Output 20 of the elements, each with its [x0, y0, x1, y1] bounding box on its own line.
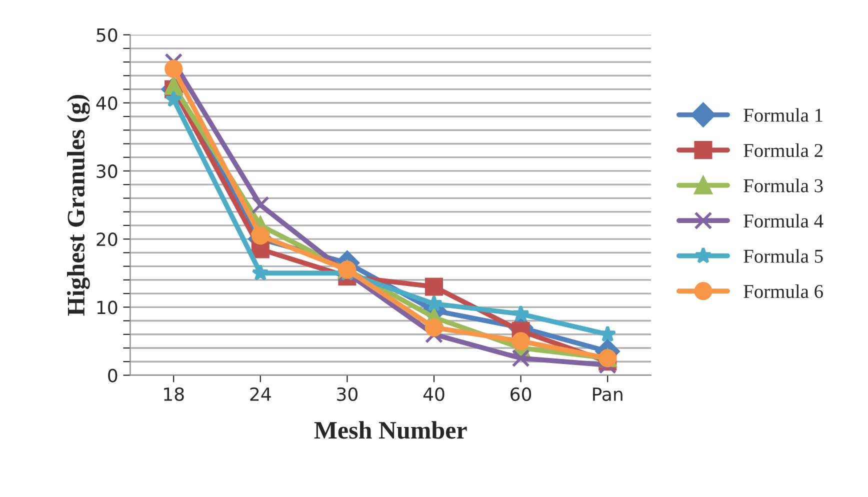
y-tick-label: 10	[97, 300, 118, 314]
x-tick-label: 30	[337, 387, 358, 402]
y-tick-label: 0	[108, 368, 118, 382]
x-tick-label: 40	[423, 387, 444, 402]
legend-label: Formula 2	[744, 143, 822, 158]
y-tick-label: 50	[96, 28, 118, 42]
legend-label: Formula 1	[744, 108, 822, 122]
y-tick-label: 40	[96, 96, 118, 110]
x-axis-title: Mesh Number	[314, 421, 467, 439]
y-tick-label: 20	[96, 232, 118, 246]
legend-label: Formula 6	[744, 284, 823, 298]
x-tick-label: 18	[164, 387, 184, 402]
x-tick-label: 24	[250, 387, 271, 401]
x-tick-label: Pan	[593, 388, 622, 402]
y-tick-label: 30	[96, 164, 118, 178]
legend-label: Formula 4	[744, 214, 824, 228]
x-tick-label: 60	[510, 387, 532, 402]
legend-label: Formula 5	[744, 249, 823, 263]
y-axis-title: Highest Granules (g)	[66, 95, 90, 316]
legend-label: Formula 3	[744, 178, 823, 192]
